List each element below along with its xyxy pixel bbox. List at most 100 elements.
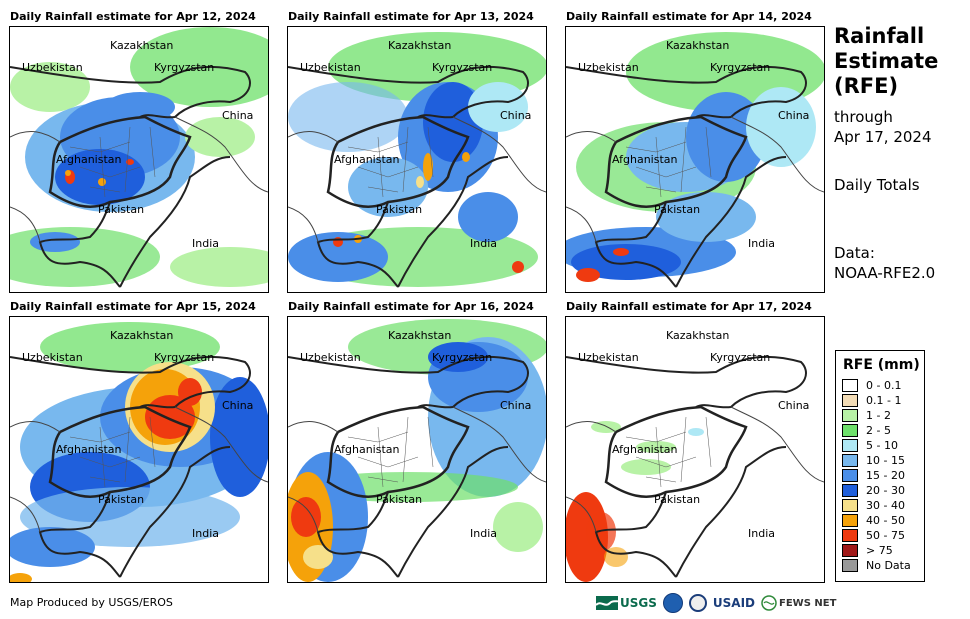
usaid-text: USAID	[712, 596, 755, 610]
label-uzbekistan-apr12: Uzbekistan	[22, 61, 83, 74]
label-kazakhstan-apr15: Kazakhstan	[110, 329, 174, 342]
legend-row: 0 - 0.1	[842, 379, 901, 392]
country-borders-apr15	[10, 355, 268, 578]
map-panel-apr14: Kazakhstan Uzbekistan Kyrgyzstan China A…	[565, 26, 825, 293]
rainfall-field-apr13	[288, 32, 546, 287]
label-kazakhstan-apr17: Kazakhstan	[666, 329, 730, 342]
rainfall-field-apr17	[566, 421, 704, 582]
label-india-apr13: India	[470, 237, 497, 250]
label-china-apr13: China	[500, 109, 532, 122]
label-afghanistan-apr16: Afghanistan	[334, 443, 400, 456]
legend-row: No Data	[842, 559, 911, 572]
map-panel-apr16: Kazakhstan Uzbekistan Kyrgyzstan China A…	[287, 316, 547, 583]
legend-row: 40 - 50	[842, 514, 905, 527]
legend-label: 5 - 10	[866, 439, 898, 452]
panel-title-apr12: Daily Rainfall estimate for Apr 12, 2024	[10, 10, 256, 23]
label-china-apr17: China	[778, 399, 810, 412]
through-date: Apr 17, 2024	[834, 128, 932, 146]
legend-title: RFE (mm)	[843, 357, 920, 373]
title-line-rfe: (RFE)	[834, 74, 899, 98]
label-india-apr16: India	[470, 527, 497, 540]
label-pakistan-apr15: Pakistan	[98, 493, 145, 506]
legend-swatch	[842, 439, 858, 452]
label-uzbekistan-apr13: Uzbekistan	[300, 61, 361, 74]
label-afghanistan-apr14: Afghanistan	[612, 153, 678, 166]
usgs-text: USGS	[620, 596, 657, 610]
legend-label: 40 - 50	[866, 514, 905, 527]
legend-swatch	[842, 469, 858, 482]
label-pakistan-apr17: Pakistan	[654, 493, 701, 506]
label-pakistan-apr13: Pakistan	[376, 203, 423, 216]
legend-row: 0.1 - 1	[842, 394, 901, 407]
daily-totals-label: Daily Totals	[834, 176, 920, 194]
title-line-rainfall: Rainfall	[834, 24, 925, 48]
map-panel-apr13: Kazakhstan Uzbekistan Kyrgyzstan China A…	[287, 26, 547, 293]
legend-swatch	[842, 394, 858, 407]
doi-seal-icon	[688, 594, 707, 612]
map-credit: Map Produced by USGS/EROS	[10, 596, 173, 609]
legend-swatch	[842, 409, 858, 422]
legend-label: No Data	[866, 559, 911, 572]
label-kazakhstan-apr16: Kazakhstan	[388, 329, 452, 342]
legend-swatch	[842, 484, 858, 497]
label-pakistan-apr16: Pakistan	[376, 493, 423, 506]
legend-swatch	[842, 544, 858, 557]
label-kazakhstan-apr12: Kazakhstan	[110, 39, 174, 52]
label-kyrgyzstan-apr12: Kyrgyzstan	[154, 61, 215, 74]
through-label: through	[834, 108, 893, 126]
label-pakistan-apr14: Pakistan	[654, 203, 701, 216]
legend-row: 30 - 40	[842, 499, 905, 512]
label-uzbekistan-apr16: Uzbekistan	[300, 351, 361, 364]
legend-label: 10 - 15	[866, 454, 905, 467]
panel-title-apr15: Daily Rainfall estimate for Apr 15, 2024	[10, 300, 256, 313]
label-uzbekistan-apr14: Uzbekistan	[578, 61, 639, 74]
legend-swatch	[842, 454, 858, 467]
panel-title-apr16: Daily Rainfall estimate for Apr 16, 2024	[288, 300, 534, 313]
map-panel-apr15: Kazakhstan Uzbekistan Kyrgyzstan China A…	[9, 316, 269, 583]
legend-row: > 75	[842, 544, 893, 557]
label-india-apr15: India	[192, 527, 219, 540]
label-afghanistan-apr15: Afghanistan	[56, 443, 122, 456]
legend-swatch	[842, 379, 858, 392]
label-kyrgyzstan-apr16: Kyrgyzstan	[432, 351, 493, 364]
label-kyrgyzstan-apr14: Kyrgyzstan	[710, 61, 771, 74]
label-china-apr12: China	[222, 109, 254, 122]
legend-swatch	[842, 529, 858, 542]
label-uzbekistan-apr15: Uzbekistan	[22, 351, 83, 364]
usaid-logo: USAID	[713, 596, 755, 610]
rfe-legend: RFE (mm) 0 - 0.1 0.1 - 1 1 - 2 2 - 5 5 - 10 1…	[835, 350, 925, 582]
fewsnet-text: FEWS NET	[779, 597, 837, 609]
label-afghanistan-apr13: Afghanistan	[334, 153, 400, 166]
legend-row: 5 - 10	[842, 439, 898, 452]
country-borders-apr12	[10, 65, 268, 288]
legend-row: 20 - 30	[842, 484, 905, 497]
legend-label: 0 - 0.1	[866, 379, 902, 392]
panel-title-apr17: Daily Rainfall estimate for Apr 17, 2024	[566, 300, 812, 313]
legend-row: 50 - 75	[842, 529, 905, 542]
legend-row: 1 - 2	[842, 409, 891, 422]
legend-label: 2 - 5	[866, 424, 891, 437]
legend-swatch	[842, 514, 858, 527]
legend-swatch	[842, 424, 858, 437]
legend-label: 30 - 40	[866, 499, 905, 512]
data-label: Data:	[834, 244, 875, 262]
map-panel-apr17: Kazakhstan Uzbekistan Kyrgyzstan China A…	[565, 316, 825, 583]
label-china-apr16: China	[500, 399, 532, 412]
rainfall-field-apr16	[288, 319, 546, 582]
label-afghanistan-apr17: Afghanistan	[612, 443, 678, 456]
label-india-apr12: India	[192, 237, 219, 250]
legend-label: > 75	[866, 544, 893, 557]
legend-label: 50 - 75	[866, 529, 905, 542]
legend-swatch	[842, 499, 858, 512]
legend-row: 15 - 20	[842, 469, 905, 482]
usgs-wave-icon	[596, 596, 618, 610]
country-borders-apr13	[288, 65, 546, 288]
fewsnet-globe-icon	[761, 595, 777, 611]
panel-title-apr13: Daily Rainfall estimate for Apr 13, 2024	[288, 10, 534, 23]
legend-row: 2 - 5	[842, 424, 891, 437]
usgs-logo: USGS	[596, 596, 657, 610]
label-kyrgyzstan-apr15: Kyrgyzstan	[154, 351, 215, 364]
label-uzbekistan-apr17: Uzbekistan	[578, 351, 639, 364]
label-kazakhstan-apr14: Kazakhstan	[666, 39, 730, 52]
partner-logos: USGS USAID FEWS NET	[596, 592, 836, 614]
